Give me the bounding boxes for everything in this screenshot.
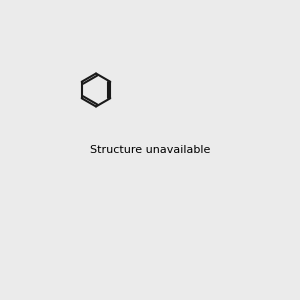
Text: Structure unavailable: Structure unavailable bbox=[90, 145, 210, 155]
